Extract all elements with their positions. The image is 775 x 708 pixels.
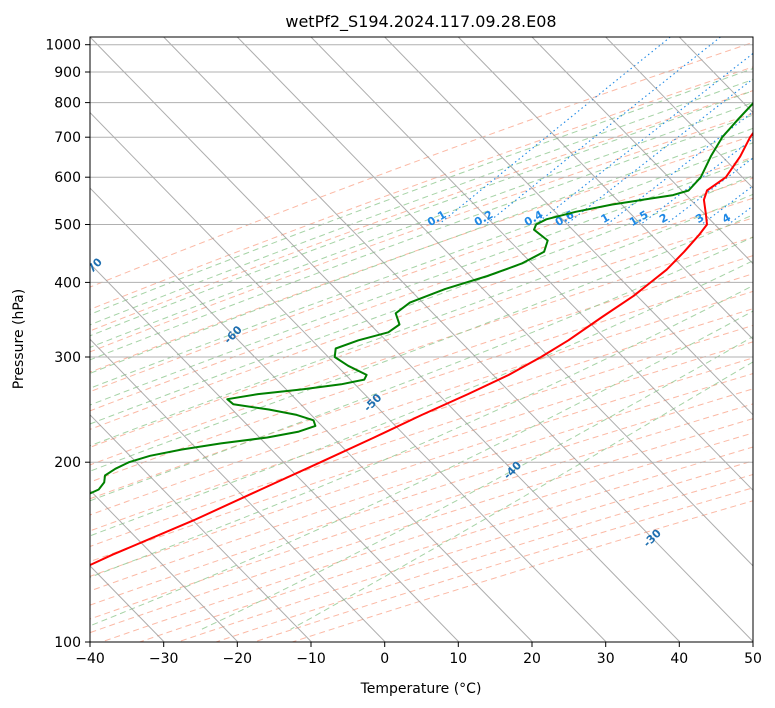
- mixing-ratio-line: [535, 52, 753, 225]
- y-tick-label: 300: [54, 350, 81, 366]
- dry-adiabat: [90, 236, 753, 466]
- dry-adiabat: [139, 446, 753, 642]
- moist-adiabat: [90, 127, 753, 374]
- dry-adiabat: [101, 432, 753, 642]
- dry-adiabat: [90, 290, 753, 516]
- x-axis: −40 −30 −20 −10 0 10 20 30 40 50: [75, 642, 762, 667]
- dry-adiabat: [90, 255, 753, 483]
- dry-adiabat: [177, 460, 753, 642]
- y-tick-label: 400: [54, 275, 81, 291]
- isotherms: [90, 37, 753, 642]
- isotherm-line: [310, 37, 753, 492]
- isotherm-line: [90, 111, 607, 642]
- chart-title: wetPf2_S194.2024.117.09.28.E08: [285, 12, 556, 32]
- y-axis: 100 200 300 400 500 600 700 800 900 1000: [45, 38, 90, 651]
- x-tick-label: 10: [449, 651, 467, 667]
- isotherm-line: [163, 37, 753, 642]
- dry-adiabat: [90, 308, 753, 532]
- x-tick-label: −20: [223, 651, 253, 667]
- dry-adiabat: [90, 113, 753, 353]
- dry-adiabat: [90, 273, 753, 500]
- dry-adiabat: [292, 500, 753, 642]
- mixing-ratio-line: [606, 111, 753, 225]
- isotherm-line: [90, 187, 533, 642]
- dry-adiabat: [254, 487, 753, 642]
- y-tick-label: 800: [54, 96, 81, 112]
- moist-adiabat: [290, 361, 753, 630]
- pressure-grid: [90, 44, 753, 642]
- isotherm-line: [531, 37, 753, 265]
- moist-adiabat: [90, 78, 753, 326]
- dry-adiabat: [90, 197, 753, 430]
- moist-adiabat: [201, 336, 753, 630]
- plot-frame: [89, 36, 754, 643]
- mixing-ratio-line: [565, 78, 753, 225]
- isotherm-line: [90, 37, 681, 642]
- isotherm-line: [236, 37, 753, 567]
- dry-adiabat: [90, 177, 753, 412]
- x-tick-label: 40: [670, 651, 688, 667]
- y-tick-label: 700: [54, 130, 81, 146]
- y-tick-label: 500: [54, 218, 81, 234]
- isotherm-line: [90, 414, 312, 642]
- moist-adiabats: [90, 68, 753, 630]
- moist-adiabat: [90, 90, 753, 337]
- isotherm-line: [457, 37, 753, 340]
- mixing-ratio-line: [767, 37, 775, 225]
- isotherm-line: [90, 489, 239, 642]
- moist-adiabat: [90, 285, 753, 578]
- dry-adiabat: [90, 217, 753, 448]
- y-tick-label: 900: [54, 65, 81, 81]
- moist-adiabat: [90, 102, 753, 348]
- x-tick-label: −30: [149, 651, 179, 667]
- dry-adiabat: [90, 90, 753, 332]
- x-tick-label: −40: [75, 651, 105, 667]
- moist-adiabat: [90, 236, 753, 502]
- moist-adiabat: [90, 142, 753, 389]
- dry-adiabat: [90, 156, 753, 393]
- plot-background: [90, 37, 753, 642]
- y-tick-label: 600: [54, 170, 81, 186]
- y-tick-label: 1000: [45, 38, 81, 54]
- dry-adiabat: [90, 324, 753, 547]
- dry-adiabat: [90, 388, 753, 606]
- dry-adiabat: [215, 473, 753, 642]
- mixing-ratio-line: [438, 37, 671, 225]
- moist-adiabat: [90, 310, 753, 627]
- dry-adiabat: [90, 66, 753, 310]
- moist-adiabat: [90, 157, 753, 406]
- mixing-ratio-label: 6: [759, 211, 772, 226]
- x-tick-label: 0: [380, 651, 389, 667]
- profile-series: [90, 101, 753, 567]
- x-tick-label: 50: [744, 651, 762, 667]
- dry-adiabat: [90, 41, 753, 288]
- dry-adiabats: [90, 41, 753, 642]
- moist-adiabat: [90, 68, 753, 315]
- dry-adiabat: [90, 135, 753, 373]
- x-tick-label: 30: [597, 651, 615, 667]
- dewpoint-profile: [90, 101, 753, 495]
- isotherm-line: [605, 37, 753, 189]
- isotherm-line: [752, 37, 753, 38]
- dry-adiabat: [90, 403, 753, 620]
- isotherm-line: [90, 262, 460, 642]
- mixing-ratio-line: [485, 37, 721, 225]
- x-tick-label: −10: [296, 651, 326, 667]
- y-tick-label: 200: [54, 455, 81, 471]
- x-tick-label: 20: [523, 651, 541, 667]
- x-axis-label: Temperature (°C): [360, 681, 482, 697]
- isotherm-line: [384, 37, 753, 416]
- temperature-profile: [90, 131, 753, 567]
- mixing-ratio-lines: [438, 37, 775, 225]
- moist-adiabat: [90, 114, 753, 361]
- moist-adiabat: [90, 174, 753, 425]
- y-tick-label: 100: [54, 635, 81, 651]
- y-axis-label: Pressure (hPa): [11, 289, 27, 389]
